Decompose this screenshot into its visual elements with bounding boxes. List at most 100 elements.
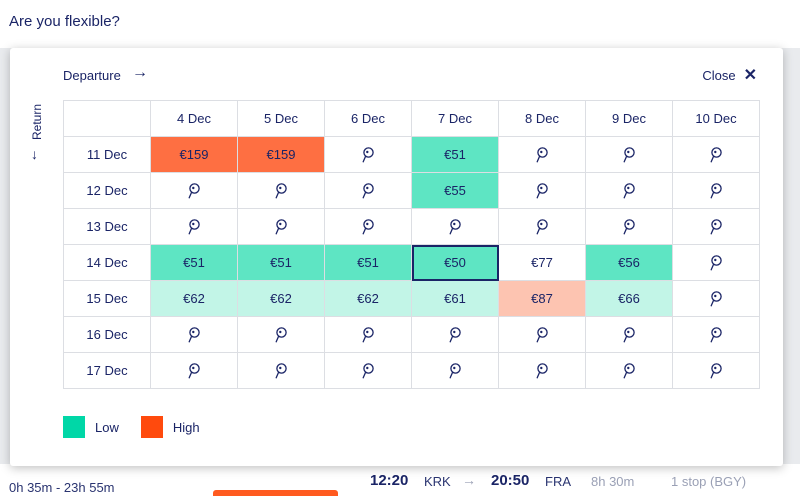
search-cell[interactable] xyxy=(411,208,499,245)
arrow-down-icon: ↓ xyxy=(31,146,38,162)
search-cell[interactable] xyxy=(324,208,412,245)
search-pin-icon xyxy=(362,327,374,343)
search-cell[interactable] xyxy=(672,208,760,245)
price-cell[interactable]: €62 xyxy=(237,280,325,317)
row-header: 17 Dec xyxy=(63,352,151,389)
search-cell[interactable] xyxy=(585,316,673,353)
select-flight-button[interactable] xyxy=(213,490,338,496)
search-cell[interactable] xyxy=(324,172,412,209)
search-pin-icon xyxy=(188,183,200,199)
arrow-right-icon: → xyxy=(462,472,476,488)
search-cell[interactable] xyxy=(672,280,760,317)
table-row: 15 Dec €62 €62 €62 €61 €87 €66 xyxy=(63,280,760,317)
search-pin-icon xyxy=(449,219,461,235)
search-pin-icon xyxy=(623,363,635,379)
search-cell[interactable] xyxy=(411,316,499,353)
depart-code: KRK xyxy=(424,474,451,489)
arrow-right-icon: → xyxy=(132,64,148,81)
column-header: 6 Dec xyxy=(324,100,412,137)
search-cell[interactable] xyxy=(498,172,586,209)
price-cell[interactable]: €62 xyxy=(324,280,412,317)
search-pin-icon xyxy=(275,363,287,379)
departure-axis-label: Departure xyxy=(63,68,121,83)
search-pin-icon xyxy=(710,183,722,199)
return-axis-label: Return xyxy=(30,103,44,140)
search-cell[interactable] xyxy=(498,136,586,173)
search-pin-icon xyxy=(536,327,548,343)
price-calendar-grid: 4 Dec 5 Dec 6 Dec 7 Dec 8 Dec 9 Dec 10 D… xyxy=(63,100,760,389)
low-price-label: Low xyxy=(95,419,119,435)
corner-cell xyxy=(63,100,151,137)
table-row: 13 Dec xyxy=(63,208,760,245)
search-cell[interactable] xyxy=(498,208,586,245)
price-cell[interactable]: €66 xyxy=(585,280,673,317)
row-header: 12 Dec xyxy=(63,172,151,209)
search-pin-icon xyxy=(623,327,635,343)
arrive-time: 20:50 xyxy=(491,472,530,489)
search-cell[interactable] xyxy=(672,244,760,281)
search-pin-icon xyxy=(710,219,722,235)
search-cell[interactable] xyxy=(585,136,673,173)
price-cell[interactable]: €56 xyxy=(585,244,673,281)
search-cell[interactable] xyxy=(672,352,760,389)
price-cell[interactable]: €77 xyxy=(498,244,586,281)
search-cell[interactable] xyxy=(237,316,325,353)
duration-range-filter: 0h 35m - 23h 55m xyxy=(9,480,115,495)
search-cell[interactable] xyxy=(324,352,412,389)
search-pin-icon xyxy=(710,147,722,163)
price-cell[interactable]: €62 xyxy=(150,280,238,317)
search-cell[interactable] xyxy=(585,172,673,209)
row-header: 14 Dec xyxy=(63,244,151,281)
search-pin-icon xyxy=(536,183,548,199)
row-header: 16 Dec xyxy=(63,316,151,353)
page-heading: Are you flexible? xyxy=(9,13,120,30)
search-cell[interactable] xyxy=(672,136,760,173)
search-cell[interactable] xyxy=(672,316,760,353)
price-cell[interactable]: €51 xyxy=(150,244,238,281)
search-cell[interactable] xyxy=(237,352,325,389)
low-price-swatch xyxy=(63,416,85,438)
search-cell[interactable] xyxy=(411,352,499,389)
search-cell[interactable] xyxy=(237,208,325,245)
search-pin-icon xyxy=(623,219,635,235)
price-cell[interactable]: €51 xyxy=(237,244,325,281)
search-cell[interactable] xyxy=(150,316,238,353)
table-row: 16 Dec xyxy=(63,316,760,353)
search-cell[interactable] xyxy=(150,172,238,209)
price-cell[interactable]: €50 xyxy=(411,244,499,281)
price-cell[interactable]: €51 xyxy=(411,136,499,173)
search-pin-icon xyxy=(362,219,374,235)
table-row: 14 Dec €51 €51 €51 €50 €77 €56 xyxy=(63,244,760,281)
search-cell[interactable] xyxy=(237,172,325,209)
column-header: 7 Dec xyxy=(411,100,499,137)
price-cell[interactable]: €51 xyxy=(324,244,412,281)
close-button[interactable]: Close ✕ xyxy=(702,65,757,85)
search-cell[interactable] xyxy=(150,352,238,389)
search-cell[interactable] xyxy=(150,208,238,245)
search-cell[interactable] xyxy=(324,136,412,173)
search-pin-icon xyxy=(362,183,374,199)
column-header: 9 Dec xyxy=(585,100,673,137)
price-cell[interactable]: €87 xyxy=(498,280,586,317)
search-cell[interactable] xyxy=(324,316,412,353)
search-cell[interactable] xyxy=(585,352,673,389)
flight-stops: 1 stop (BGY) xyxy=(671,474,747,489)
search-cell[interactable] xyxy=(498,316,586,353)
row-header: 15 Dec xyxy=(63,280,151,317)
flight-result-strip[interactable] xyxy=(0,464,800,496)
flexible-dates-modal: Departure → Close ✕ Return ↓ 4 Dec 5 Dec… xyxy=(10,48,783,466)
price-cell[interactable]: €55 xyxy=(411,172,499,209)
price-cell[interactable]: €61 xyxy=(411,280,499,317)
search-pin-icon xyxy=(275,219,287,235)
high-price-label: High xyxy=(172,419,200,435)
search-cell[interactable] xyxy=(498,352,586,389)
search-pin-icon xyxy=(710,327,722,343)
row-header: 11 Dec xyxy=(63,136,151,173)
price-cell[interactable]: €159 xyxy=(237,136,325,173)
high-price-swatch xyxy=(140,416,163,438)
search-pin-icon xyxy=(623,147,635,163)
search-pin-icon xyxy=(710,363,722,379)
search-cell[interactable] xyxy=(672,172,760,209)
search-cell[interactable] xyxy=(585,208,673,245)
price-cell[interactable]: €159 xyxy=(150,136,238,173)
